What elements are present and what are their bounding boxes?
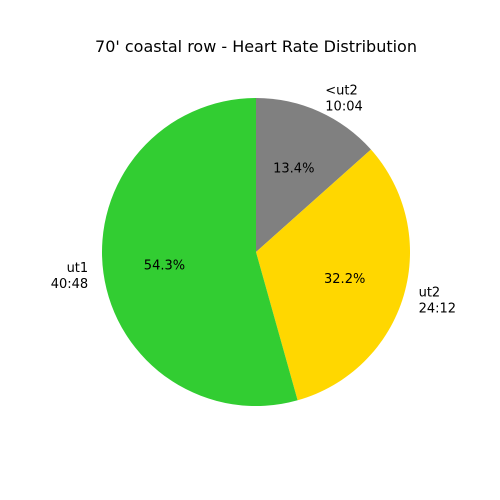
pie-slice-2 bbox=[101, 98, 298, 406]
slice-percent-label: 54.3% bbox=[144, 259, 185, 274]
slice-duration: 24:12 bbox=[419, 302, 456, 317]
pie-slices bbox=[101, 98, 410, 406]
slice-category-label: ut2 24:12 bbox=[419, 286, 456, 317]
slice-name: ut1 bbox=[67, 261, 89, 276]
chart-title: 70' coastal row - Heart Rate Distributio… bbox=[95, 37, 417, 56]
pie-slice-1 bbox=[256, 149, 410, 401]
slice-percent-label: 32.2% bbox=[324, 272, 365, 287]
slice-category-label: ut1 40:48 bbox=[51, 261, 88, 292]
slice-name: <ut2 bbox=[325, 83, 358, 98]
slice-duration: 10:04 bbox=[325, 99, 362, 114]
slice-category-label: <ut2 10:04 bbox=[325, 83, 362, 114]
slice-duration: 40:48 bbox=[51, 277, 88, 292]
pie-labels: 13.4% <ut2 10:04 32.2% ut2 24:12 54.3% ut1 40:48 bbox=[51, 83, 456, 316]
slice-name: ut2 bbox=[419, 286, 441, 301]
pie-slice-0 bbox=[256, 98, 371, 252]
slice-percent-label: 13.4% bbox=[273, 162, 314, 177]
